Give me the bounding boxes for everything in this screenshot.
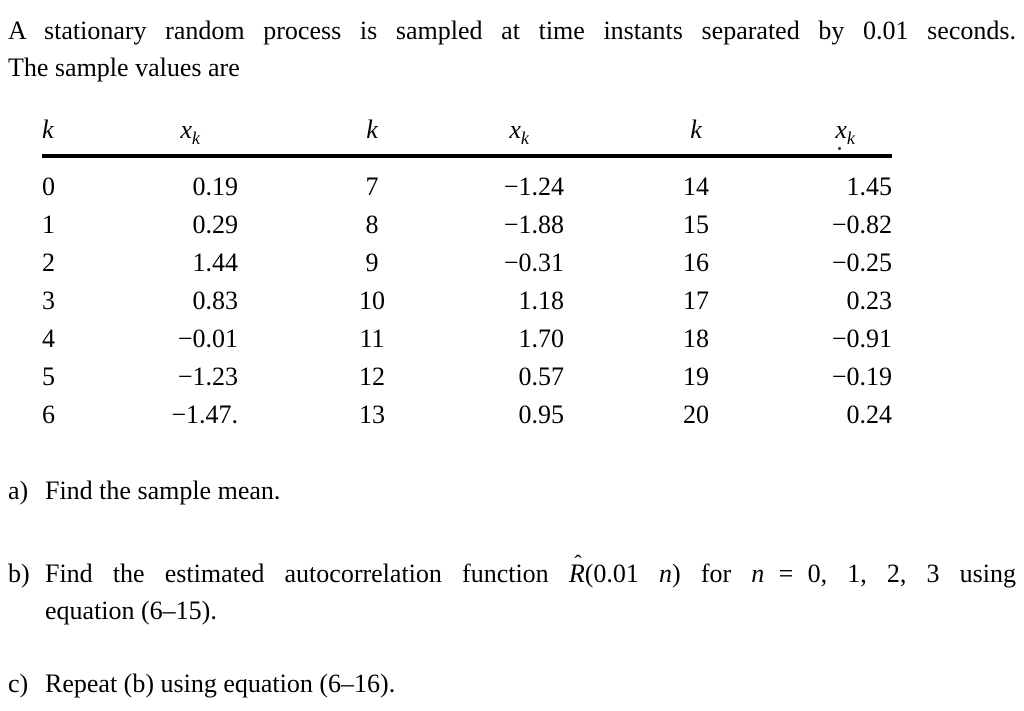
xk-value-cell: 1.44	[192, 248, 239, 277]
k-value-cell: 6	[42, 400, 55, 429]
question-b-body: Find the estimated autocorrelation funct…	[45, 551, 1016, 629]
hat-accent: ˆ	[574, 549, 582, 575]
xk-value-cell: 1.70	[518, 324, 565, 353]
sample-table-body: 0 0.19 7 −1.24 14 1.45 1 0.29 8 −1.88 15 −0.82 2 1.44…	[42, 156, 892, 434]
function-arg-open: (0.01	[584, 559, 660, 588]
header-k-col2: k	[292, 114, 452, 158]
header-xk-col2: xk	[452, 114, 636, 158]
xk-value-cell: 0.29	[192, 210, 239, 239]
xk-value-cell: −0.31	[503, 248, 564, 277]
question-a: a) Find the sample mean.	[8, 472, 1016, 509]
k-value-cell: 17	[683, 286, 709, 315]
xk-value-cell: −0.82	[831, 210, 892, 239]
intro-line-2: The sample values are	[8, 53, 240, 82]
xk-value-cell: 0.24	[846, 400, 893, 429]
intro-line-1: A stationary random process is sampled a…	[8, 16, 1016, 45]
xk-value-cell: −1.47.	[171, 400, 238, 429]
question-c-text: Repeat (b) using equation (6–16).	[45, 669, 396, 698]
xk-value-cell: 0.23	[846, 286, 893, 315]
k-value-cell: 8	[365, 210, 379, 239]
xk-value-cell: 0.57	[518, 362, 565, 391]
problem-intro: A stationary random process is sampled a…	[8, 12, 1016, 86]
table-row: 5 −1.23 12 0.57 19 −0.19	[42, 358, 892, 396]
question-b-label: b)	[8, 559, 30, 588]
table-row: 6 −1.47. 13 0.95 20 0.24	[42, 396, 892, 434]
header-x-label: x	[835, 115, 847, 144]
k-value-cell: 4	[42, 324, 55, 353]
xk-value-cell: 1.45	[846, 172, 893, 201]
n-values: 0, 1, 2, 3	[807, 559, 940, 588]
question-c: c) Repeat (b) using equation (6–16).	[8, 665, 1016, 702]
header-x-subscript: k	[191, 128, 200, 149]
header-k-col1: k	[42, 114, 157, 158]
k-value-cell: 13	[359, 400, 385, 429]
header-xk-col3: xk	[756, 114, 892, 158]
xk-value-cell: −0.25	[831, 248, 892, 277]
table-row: 2 1.44 9 −0.31 16 −0.25	[42, 244, 892, 282]
xk-value-cell: 0.19	[192, 172, 239, 201]
table-row: 0 0.19 7 −1.24 14 1.45	[42, 156, 892, 206]
question-a-label: a)	[8, 476, 29, 505]
header-k-col3: k	[636, 114, 756, 158]
question-b-line2: equation (6–15).	[45, 596, 217, 625]
k-value-cell: 14	[683, 172, 709, 201]
scan-speck	[838, 147, 841, 150]
r-variable: R	[568, 559, 585, 588]
k-value-cell: 19	[683, 362, 709, 391]
n-argument: n	[659, 559, 673, 588]
table-header-row: k xk k xk k xk	[42, 114, 892, 158]
header-x-label: x	[180, 115, 192, 144]
k-value-cell: 12	[359, 362, 385, 391]
k-value-cell: 15	[683, 210, 709, 239]
xk-value-cell: −1.23	[177, 362, 238, 391]
k-value-cell: 9	[365, 248, 379, 277]
sample-table: k xk k xk k xk 0 0.19 7 −1.24 14 1.45 1 0.29 8 −1…	[42, 114, 892, 434]
xk-value-cell: −1.24	[503, 172, 564, 201]
k-value-cell: 0	[42, 172, 55, 201]
question-a-text: Find the sample mean.	[45, 476, 281, 505]
function-arg-close: ) for	[672, 559, 752, 588]
k-value-cell: 20	[683, 400, 709, 429]
k-value-cell: 5	[42, 362, 55, 391]
k-value-cell: 16	[683, 248, 709, 277]
k-value-cell: 11	[359, 324, 385, 353]
k-value-cell: 2	[42, 248, 55, 277]
equals-sign: =	[778, 559, 794, 588]
header-x-subscript: k	[520, 128, 529, 149]
table-row: 1 0.29 8 −1.88 15 −0.82	[42, 206, 892, 244]
k-value-cell: 10	[359, 286, 385, 315]
xk-value-cell: 1.18	[518, 286, 565, 315]
table-row: 3 0.83 10 1.18 17 0.23	[42, 282, 892, 320]
xk-value-cell: 0.83	[192, 286, 239, 315]
k-value-cell: 18	[683, 324, 709, 353]
header-k-label: k	[42, 115, 54, 144]
xk-value-cell: −1.88	[503, 210, 564, 239]
question-c-label: c)	[8, 669, 29, 698]
k-value-cell: 1	[42, 210, 55, 239]
question-b-text-pre: Find the estimated autocorrelation funct…	[45, 559, 569, 588]
header-xk-col1: xk	[157, 114, 292, 158]
header-k-label: k	[690, 115, 702, 144]
question-b-line1: Find the estimated autocorrelation funct…	[45, 551, 1016, 592]
header-x-label: x	[509, 115, 521, 144]
question-b: b) Find the estimated autocorrelation fu…	[8, 551, 1016, 629]
k-value-cell: 3	[42, 286, 55, 315]
header-k-label: k	[366, 115, 378, 144]
table-row: 4 −0.01 11 1.70 18 −0.91	[42, 320, 892, 358]
header-x-subscript: k	[846, 128, 855, 149]
xk-value-cell: −0.91	[831, 324, 892, 353]
question-b-text-post: using	[939, 559, 1016, 588]
n-variable: n	[751, 559, 765, 588]
k-value-cell: 7	[365, 172, 379, 201]
xk-value-cell: −0.01	[177, 324, 238, 353]
xk-value-cell: 0.95	[518, 400, 565, 429]
xk-value-cell: −0.19	[831, 362, 892, 391]
